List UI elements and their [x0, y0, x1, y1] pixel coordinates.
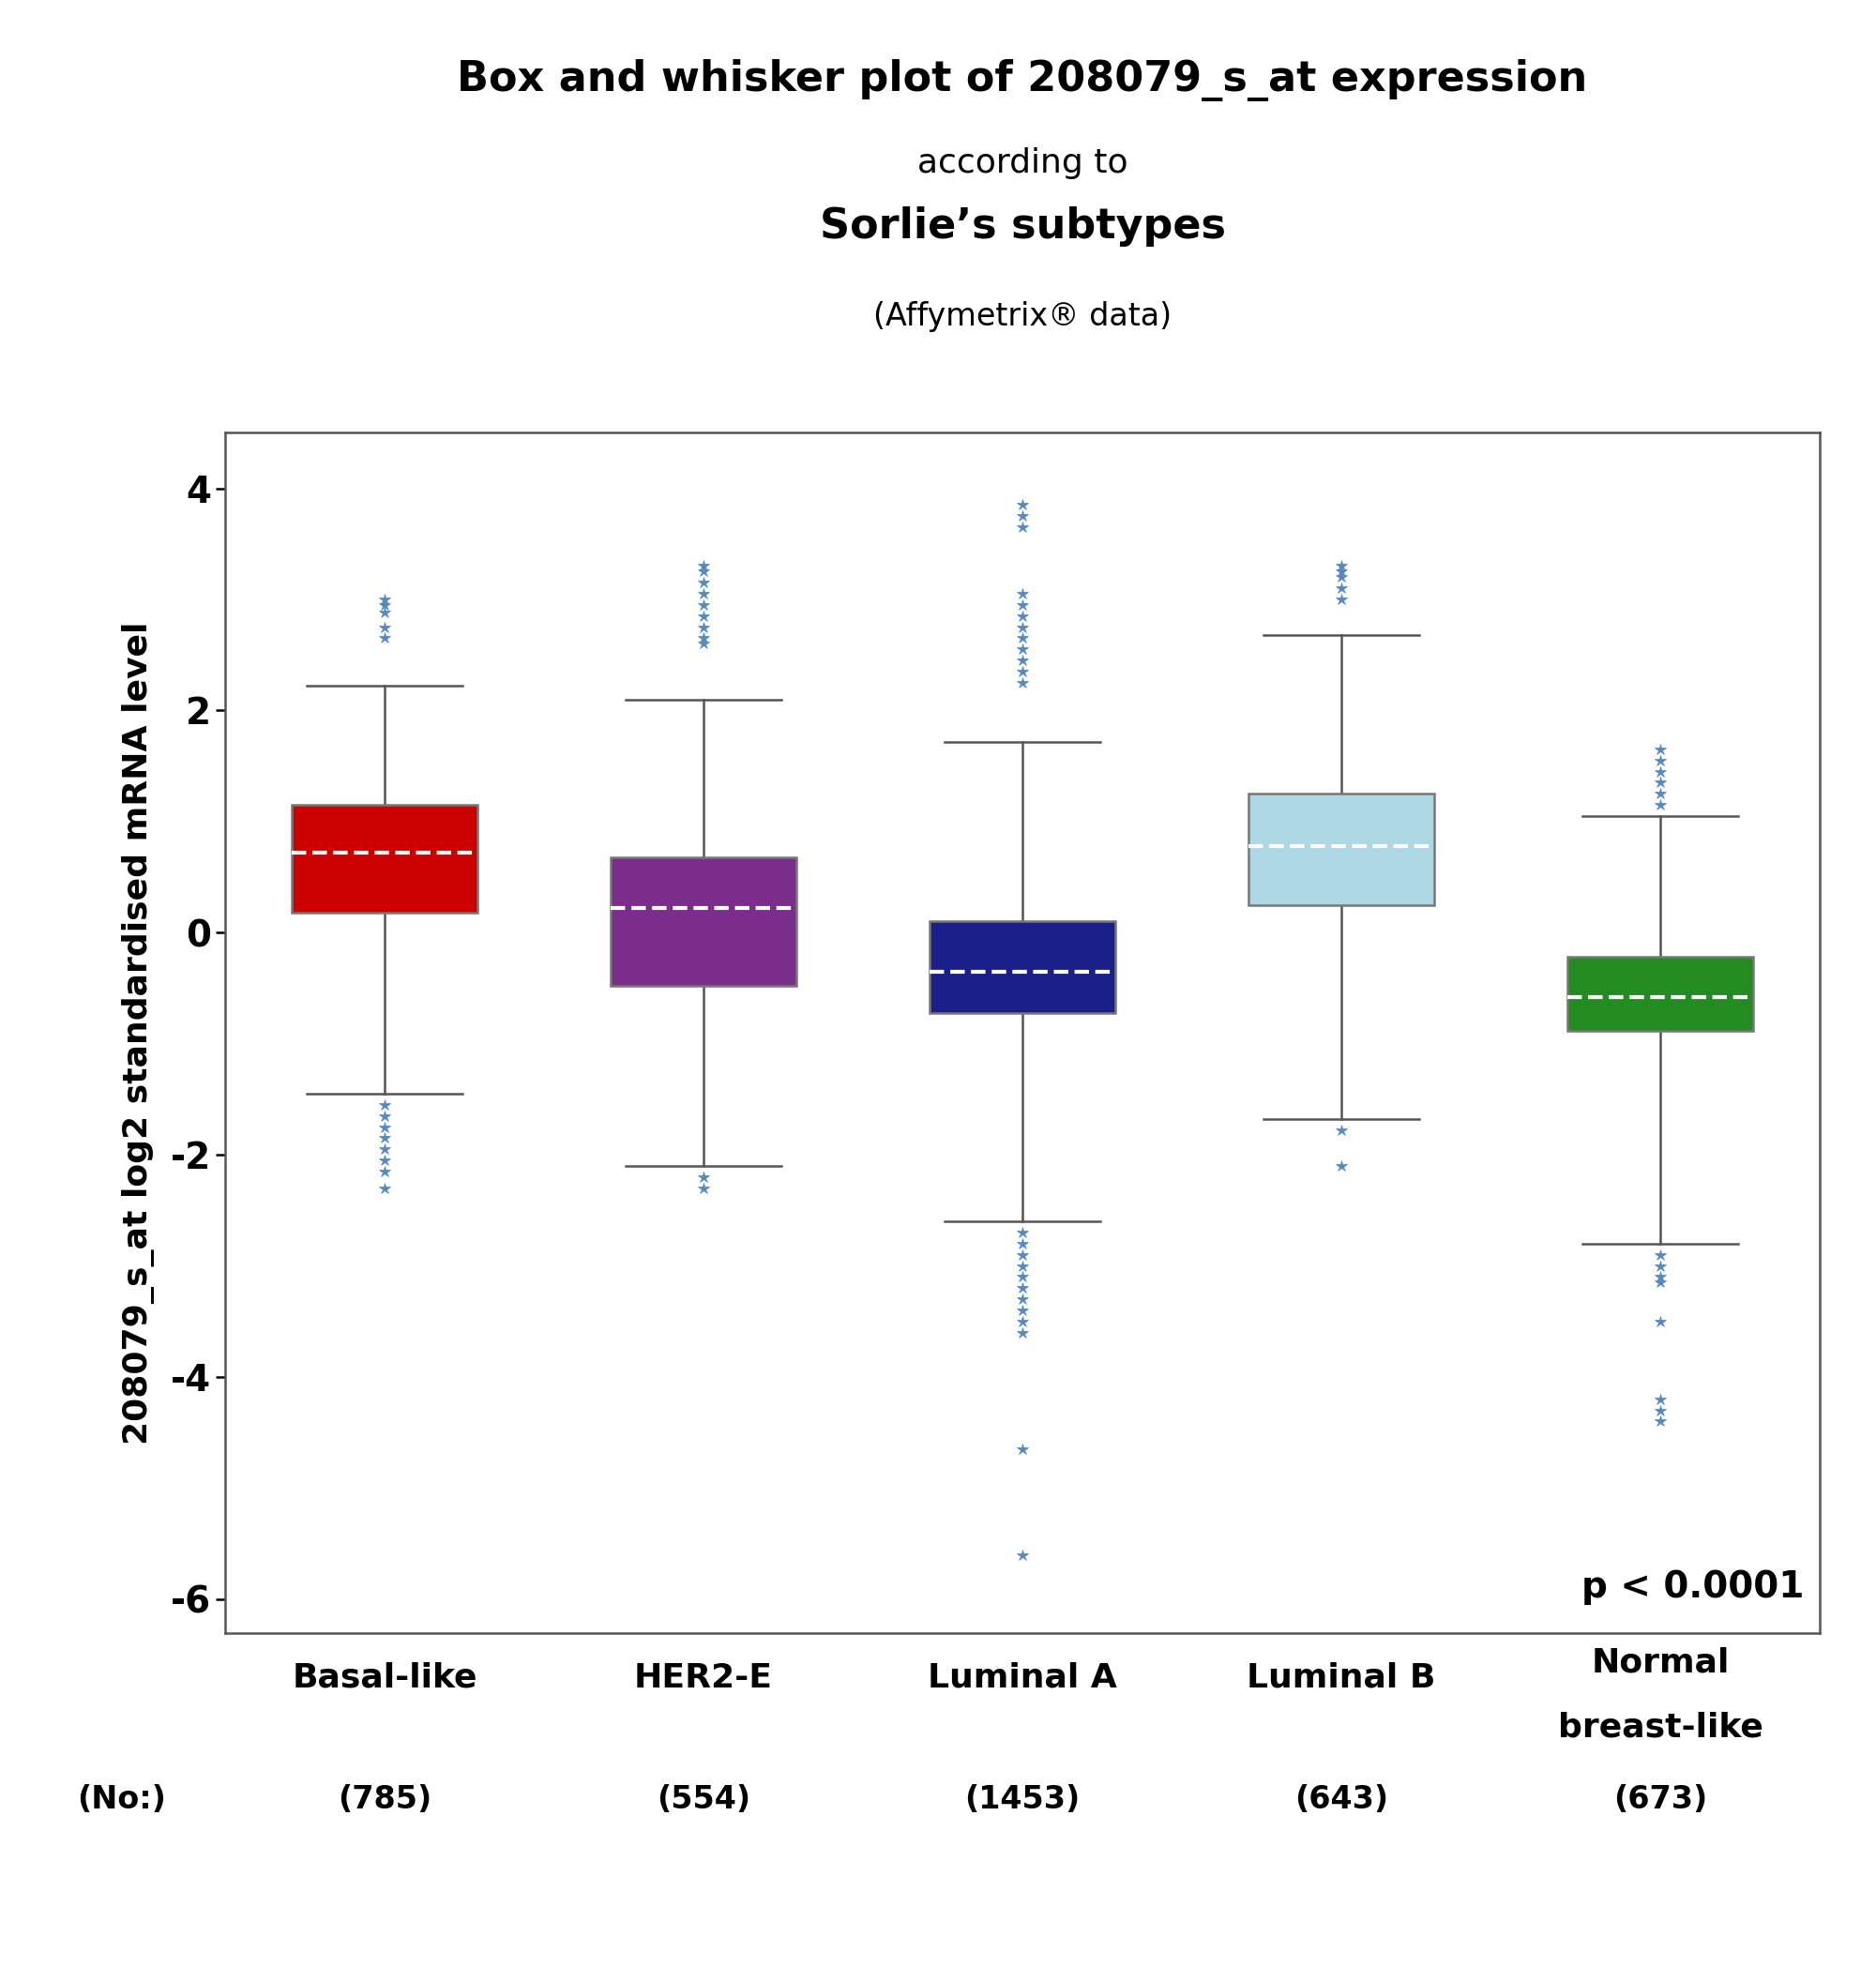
Text: (1453): (1453) [964, 1784, 1081, 1816]
Text: Box and whisker plot of 208079_s_at expression: Box and whisker plot of 208079_s_at expr… [458, 59, 1587, 100]
Bar [1249, 795, 1433, 905]
Bar [930, 923, 1114, 1013]
Text: (785): (785) [338, 1784, 431, 1816]
Bar [612, 858, 795, 985]
Text: (Affymetrix® data): (Affymetrix® data) [872, 301, 1172, 332]
Text: Basal-like: Basal-like [293, 1662, 477, 1694]
Text: (No:): (No:) [77, 1784, 167, 1816]
Text: (673): (673) [1613, 1784, 1707, 1816]
Text: Luminal B: Luminal B [1248, 1662, 1435, 1694]
Text: Normal: Normal [1591, 1646, 1730, 1678]
Y-axis label: 208079_s_at log2 standardised mRNA level: 208079_s_at log2 standardised mRNA level [122, 622, 156, 1444]
Text: HER2-E: HER2-E [634, 1662, 773, 1694]
Text: (554): (554) [657, 1784, 750, 1816]
Text: Sorlie’s subtypes: Sorlie’s subtypes [820, 207, 1225, 248]
Bar [1568, 958, 1752, 1031]
Text: Luminal A: Luminal A [929, 1662, 1116, 1694]
Text: (643): (643) [1294, 1784, 1388, 1816]
Text: according to: according to [917, 148, 1127, 179]
Text: breast-like: breast-like [1557, 1711, 1763, 1743]
Bar [293, 805, 477, 913]
Text: p < 0.0001: p < 0.0001 [1581, 1570, 1805, 1605]
